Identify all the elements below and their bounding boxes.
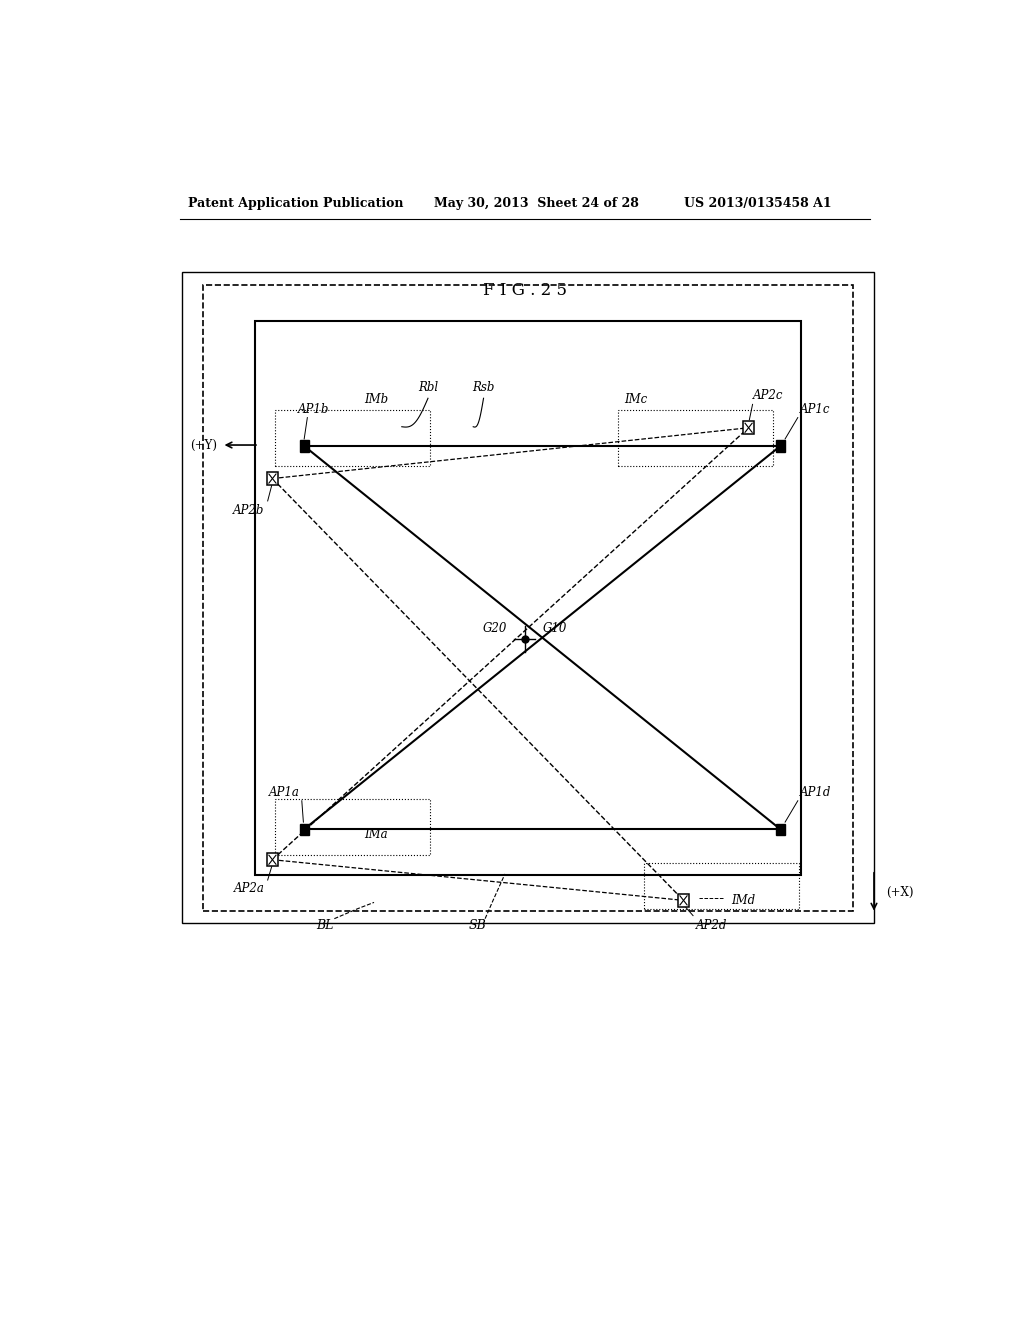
Text: AP1b: AP1b — [298, 403, 330, 416]
Text: IMd: IMd — [731, 894, 756, 907]
Text: IMc: IMc — [624, 393, 647, 407]
Text: AP1c: AP1c — [800, 403, 830, 416]
Text: G10: G10 — [543, 622, 566, 635]
Text: AP2a: AP2a — [233, 882, 264, 895]
Text: AP2c: AP2c — [753, 389, 783, 403]
Text: AP1a: AP1a — [269, 785, 300, 799]
Bar — [203, 285, 853, 911]
Text: IMa: IMa — [365, 829, 388, 841]
Bar — [776, 824, 784, 834]
Bar — [776, 441, 784, 451]
Text: Rsb: Rsb — [472, 381, 495, 395]
Text: F I G . 2 5: F I G . 2 5 — [482, 282, 567, 300]
Bar — [644, 863, 799, 908]
Text: AP2d: AP2d — [695, 919, 727, 932]
Bar — [300, 441, 308, 451]
Text: AP1d: AP1d — [800, 785, 831, 799]
Bar — [618, 411, 773, 466]
Text: Rbl: Rbl — [418, 381, 438, 395]
Text: Patent Application Publication: Patent Application Publication — [187, 197, 403, 210]
Text: AP2b: AP2b — [233, 504, 264, 517]
Text: BL: BL — [316, 919, 334, 932]
Bar — [255, 321, 801, 875]
Text: May 30, 2013  Sheet 24 of 28: May 30, 2013 Sheet 24 of 28 — [433, 197, 638, 210]
Bar — [182, 272, 873, 923]
Text: IMb: IMb — [365, 393, 389, 407]
Text: (+X): (+X) — [886, 886, 913, 899]
Bar — [267, 473, 278, 486]
Bar — [274, 411, 430, 466]
Text: US 2013/0135458 A1: US 2013/0135458 A1 — [684, 197, 831, 210]
Bar — [274, 799, 430, 854]
Text: (+Y): (+Y) — [189, 438, 217, 451]
Bar — [267, 853, 278, 866]
Bar — [743, 421, 754, 434]
Text: SB: SB — [468, 919, 486, 932]
Text: G20: G20 — [483, 622, 507, 635]
Bar — [300, 824, 308, 834]
Bar — [678, 894, 689, 907]
